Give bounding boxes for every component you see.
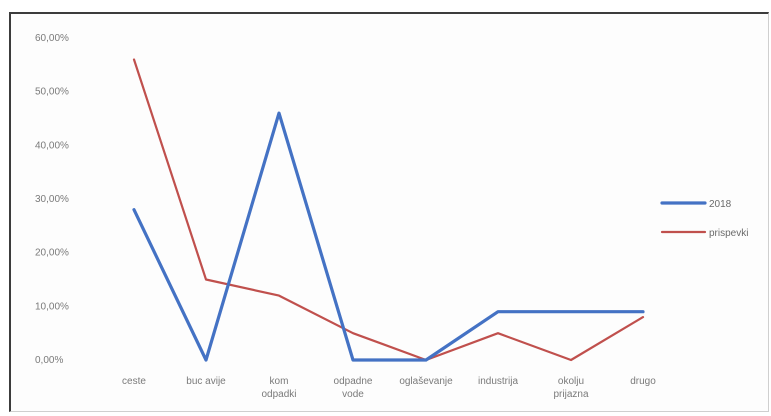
y-axis: 0,00% 10,00% 20,00% 30,00% 40,00% 50,00% 60,00… — [35, 33, 69, 366]
x-tick-label: vode — [342, 389, 364, 400]
y-tick-label: 0,00% — [35, 355, 63, 366]
series-line-2018 — [132, 111, 645, 362]
x-tick-label: oglaševanje — [399, 376, 453, 387]
x-tick-label: odpadki — [261, 389, 296, 400]
y-tick-label: 50,00% — [35, 87, 69, 98]
legend: 2018 prispevki — [660, 199, 748, 239]
x-tick-label: kom — [270, 376, 289, 387]
x-tick-label: odpadne — [334, 376, 373, 387]
legend-label: 2018 — [709, 199, 732, 210]
y-tick-label: 40,00% — [35, 140, 69, 151]
y-tick-label: 60,00% — [35, 33, 69, 44]
legend-label: prispevki — [709, 228, 748, 239]
x-tick-label: okolju — [558, 376, 584, 387]
y-tick-label: 10,00% — [35, 301, 69, 312]
x-tick-label: ceste — [122, 376, 146, 387]
x-axis: ceste buc avije kom odpadki odpadne vode oglaš… — [122, 376, 656, 400]
x-tick-label: drugo — [630, 376, 656, 387]
x-tick-label: industrija — [478, 376, 518, 387]
y-tick-label: 30,00% — [35, 194, 69, 205]
x-tick-label: buc avije — [186, 376, 226, 387]
series-line-prispevki — [132, 58, 645, 362]
x-tick-label: prijazna — [553, 389, 588, 400]
plot-area — [132, 58, 645, 362]
y-tick-label: 20,00% — [35, 248, 69, 259]
